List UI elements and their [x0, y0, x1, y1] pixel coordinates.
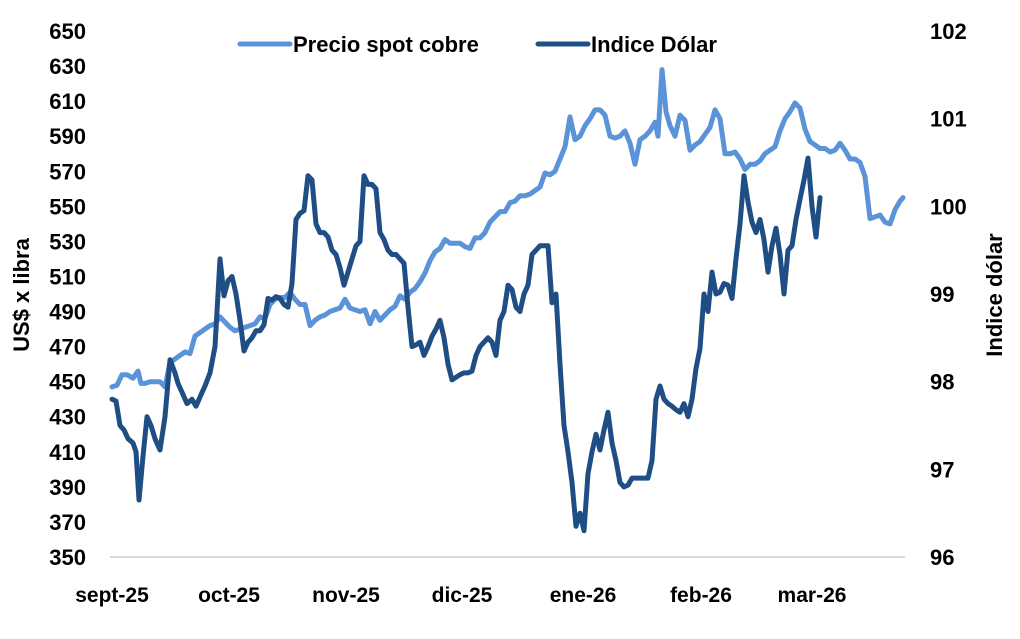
x-axis-ticks: sept-25 oct-25 nov-25 dic-25 ene-26 feb-26 mar… — [75, 584, 846, 607]
left-y-tick-label: 510 — [49, 264, 86, 289]
left-y-tick-label: 430 — [49, 405, 86, 430]
legend-label-cobre: Precio spot cobre — [293, 32, 479, 57]
left-y-tick-label: 590 — [49, 124, 86, 149]
left-y-tick-label: 570 — [49, 159, 86, 184]
right-y-tick-label: 100 — [930, 194, 967, 219]
right-y-axis-ticks: 102 101 100 99 98 97 96 — [930, 19, 967, 570]
legend-item-cobre: Precio spot cobre — [237, 32, 479, 57]
left-y-tick-label: 470 — [49, 335, 86, 360]
legend-label-dolar: Indice Dólar — [591, 32, 717, 57]
left-y-tick-label: 390 — [49, 475, 86, 500]
left-y-tick-label: 630 — [49, 54, 86, 79]
left-y-axis-ticks: 650 630 610 590 570 550 530 510 490 470 450 430 410 3… — [49, 19, 86, 570]
right-y-tick-label: 102 — [930, 19, 967, 44]
right-y-tick-label: 97 — [930, 457, 954, 482]
left-y-tick-label: 450 — [49, 370, 86, 395]
x-tick-label: nov-25 — [312, 584, 380, 607]
legend-item-dolar: Indice Dólar — [535, 32, 717, 57]
left-y-tick-label: 530 — [49, 229, 86, 254]
series-line-indice-dolar — [109, 155, 823, 534]
left-y-tick-label: 410 — [49, 440, 86, 465]
x-tick-label: feb-26 — [670, 584, 732, 607]
left-y-tick-label: 610 — [49, 89, 86, 114]
series-line-precio-spot-cobre — [109, 67, 906, 390]
left-y-tick-label: 490 — [49, 300, 86, 325]
legend: Precio spot cobre Indice Dólar — [237, 32, 717, 57]
right-y-tick-label: 96 — [930, 545, 954, 570]
left-y-tick-label: 350 — [49, 545, 86, 570]
left-y-tick-label: 550 — [49, 194, 86, 219]
x-tick-label: ene-26 — [550, 584, 617, 607]
right-y-tick-label: 99 — [930, 282, 954, 307]
x-tick-label: dic-25 — [432, 584, 493, 607]
x-tick-label: sept-25 — [75, 584, 149, 607]
right-y-tick-label: 101 — [930, 107, 967, 132]
right-axis-title: Indice dólar — [982, 233, 1007, 357]
left-axis-title: US$ x libra — [9, 237, 34, 351]
x-tick-label: mar-26 — [778, 584, 847, 607]
x-tick-label: oct-25 — [198, 584, 260, 607]
left-y-tick-label: 650 — [49, 19, 86, 44]
right-y-tick-label: 98 — [930, 370, 954, 395]
left-y-tick-label: 370 — [49, 510, 86, 535]
